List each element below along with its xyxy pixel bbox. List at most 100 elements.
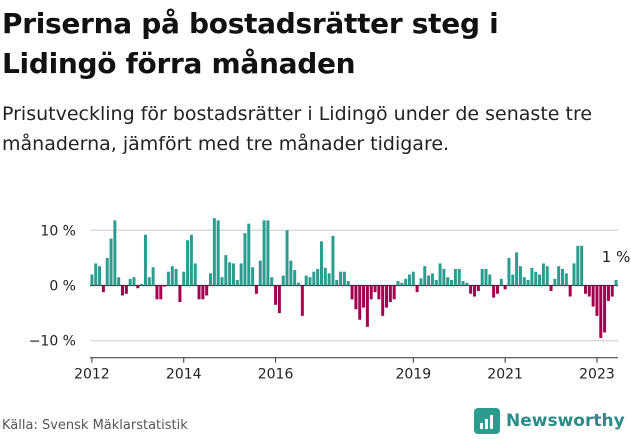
latest-value-annotation: 1 % <box>602 248 631 266</box>
bar <box>174 268 178 286</box>
bar <box>270 277 274 286</box>
bar <box>285 230 289 286</box>
bar <box>312 271 316 286</box>
bar <box>457 268 461 286</box>
bar <box>231 263 235 286</box>
bar <box>553 278 557 286</box>
bar <box>407 274 411 286</box>
bar <box>557 266 561 286</box>
bar <box>94 263 98 286</box>
bar <box>603 285 607 333</box>
bar <box>300 285 304 316</box>
bar <box>411 271 415 286</box>
bar <box>473 285 477 297</box>
bar <box>541 263 545 286</box>
bar <box>117 277 121 286</box>
bar <box>583 285 587 294</box>
bar <box>277 285 281 314</box>
bar <box>346 281 350 286</box>
bar <box>392 285 396 300</box>
x-tick-label: 2014 <box>166 367 202 383</box>
bar <box>293 270 297 286</box>
bar <box>534 271 538 286</box>
bar <box>316 268 320 286</box>
bar <box>450 279 454 286</box>
bar <box>568 285 572 297</box>
bar <box>178 285 182 303</box>
bar <box>572 263 576 286</box>
bar <box>140 283 144 286</box>
bar <box>304 275 308 286</box>
bar <box>113 220 117 286</box>
y-tick-label: 0 % <box>49 279 76 295</box>
bar <box>484 268 488 286</box>
bar <box>430 273 434 286</box>
bar <box>258 260 262 286</box>
bar <box>155 285 159 300</box>
bar <box>377 285 381 300</box>
bar <box>469 285 473 294</box>
bar <box>297 282 301 286</box>
bar <box>595 285 599 316</box>
bar <box>228 262 232 286</box>
bar <box>197 285 201 300</box>
bar <box>98 266 102 286</box>
bar <box>128 278 132 286</box>
bar <box>419 278 423 286</box>
bar <box>606 285 610 301</box>
bar <box>358 285 362 320</box>
x-tick-label: 2023 <box>579 367 615 383</box>
brand-name: Newsworthy <box>506 411 625 431</box>
bar <box>209 273 213 286</box>
bar <box>465 282 469 286</box>
x-tick-label: 2016 <box>258 367 294 383</box>
bar <box>511 274 515 286</box>
bar <box>147 277 151 286</box>
bar <box>495 285 499 294</box>
bar <box>599 285 603 338</box>
bar <box>281 275 285 286</box>
page-title: Priserna på bostadsrätter steg i Lidingö… <box>2 7 499 80</box>
bar <box>610 285 614 297</box>
bar <box>163 285 167 287</box>
bar <box>476 285 480 292</box>
bar <box>580 245 584 286</box>
bar <box>166 271 170 286</box>
bar <box>239 263 243 286</box>
bar <box>587 285 591 297</box>
bar <box>461 281 465 286</box>
bar <box>434 279 438 286</box>
bar <box>400 282 404 286</box>
bar <box>151 267 155 286</box>
bar <box>396 281 400 286</box>
bar <box>105 257 109 286</box>
bar <box>530 267 534 286</box>
bar <box>254 285 258 294</box>
x-tick-label: 2019 <box>395 367 431 383</box>
bar <box>136 285 140 289</box>
bar <box>201 285 205 300</box>
bar-chart: 10 % 0 % −10 % 2012 2014 2016 2019 2021 2023 1 % <box>29 218 631 383</box>
bar <box>220 277 224 286</box>
bar <box>335 279 339 286</box>
bar <box>518 266 522 286</box>
bar <box>327 273 331 286</box>
bar <box>423 266 427 286</box>
bar <box>545 266 549 286</box>
bar <box>350 285 354 300</box>
bar <box>224 255 228 286</box>
bar <box>438 263 442 286</box>
bar <box>319 241 323 286</box>
newsworthy-logo: Newsworthy <box>474 408 625 434</box>
bar <box>576 245 580 286</box>
bar <box>262 220 266 286</box>
bar <box>331 235 335 286</box>
bar <box>388 285 392 303</box>
y-tick-label: 10 % <box>40 223 76 239</box>
bar <box>614 279 618 286</box>
page-subtitle: Prisutveckling för bostadsrätter i Lidin… <box>2 103 593 155</box>
bar <box>591 285 595 307</box>
bar <box>373 285 377 293</box>
newsworthy-bar-icon <box>474 408 500 434</box>
bar <box>538 274 542 286</box>
